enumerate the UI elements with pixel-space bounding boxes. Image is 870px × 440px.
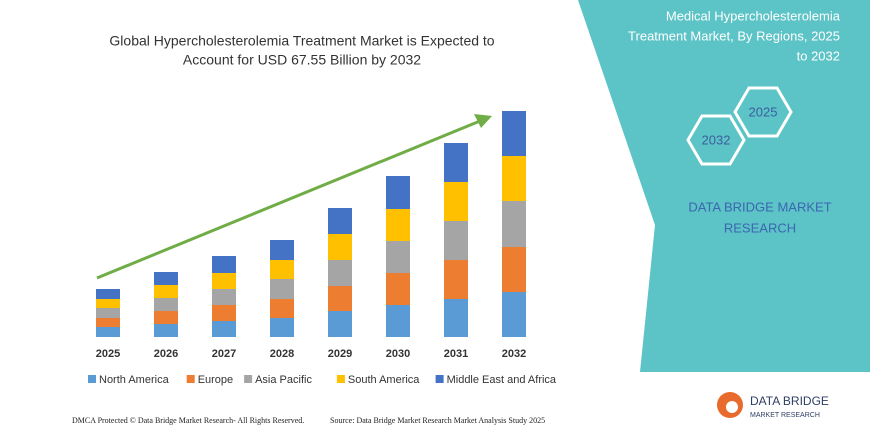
- bar-segment: [212, 321, 236, 337]
- panel-title: Medical Hypercholesterolemia: [666, 8, 841, 23]
- bar-segment: [96, 327, 120, 337]
- chart-title: Account for USD 67.55 Billion by 2032: [183, 52, 421, 68]
- bar-segment: [328, 208, 352, 234]
- bar-segment: [270, 260, 294, 279]
- brand: DATA BRIDGE MARKET: [688, 199, 831, 214]
- footer-left: DMCA Protected © Data Bridge Market Rese…: [72, 416, 304, 425]
- bar-segment: [502, 111, 526, 156]
- panel-bg: [578, 0, 870, 372]
- x-tick-label: 2028: [270, 348, 294, 360]
- brand: RESEARCH: [724, 220, 796, 235]
- arrow-head: [474, 114, 492, 128]
- panel-title: to 2032: [797, 48, 840, 63]
- legend-label: Asia Pacific: [255, 374, 312, 386]
- legend-label: Middle East and Africa: [447, 374, 557, 386]
- bar-segment: [96, 318, 120, 327]
- bar-segment: [154, 298, 178, 311]
- logo-icon: [726, 401, 738, 413]
- bar-segment: [502, 292, 526, 337]
- hex-label: 2032: [702, 132, 731, 147]
- legend-swatch: [244, 375, 253, 383]
- x-tick-label: 2026: [154, 348, 178, 360]
- legend-swatch: [336, 375, 345, 383]
- bar-segment: [328, 286, 352, 311]
- x-tick-label: 2027: [212, 348, 236, 360]
- logo-tagline: MARKET RESEARCH: [750, 412, 820, 419]
- legend-label: South America: [348, 374, 420, 386]
- bar-segment: [502, 156, 526, 201]
- bar-segment: [212, 305, 236, 321]
- x-tick-label: 2025: [96, 348, 120, 360]
- bar-segment: [386, 209, 410, 241]
- bar-segment: [444, 143, 468, 182]
- bar-segment: [96, 289, 120, 299]
- bar-segment: [386, 273, 410, 305]
- logo-name: DATA BRIDGE: [750, 394, 829, 408]
- bar-segment: [270, 299, 294, 318]
- bar-segment: [154, 311, 178, 324]
- footer-right: Source: Data Bridge Market Research Mark…: [330, 416, 545, 425]
- bar-segment: [444, 260, 468, 299]
- hexagon: [686, 114, 746, 166]
- legend-swatch: [186, 375, 195, 383]
- bar-segment: [270, 318, 294, 337]
- bar-segment: [212, 256, 236, 273]
- bar-segment: [444, 182, 468, 221]
- x-tick-label: 2031: [444, 348, 468, 360]
- bar-segment: [386, 241, 410, 273]
- bar-segment: [212, 273, 236, 289]
- bar-segment: [328, 311, 352, 337]
- bar-segment: [154, 272, 178, 285]
- legend-swatch: [435, 375, 444, 383]
- bar-segment: [328, 234, 352, 260]
- hex-label: 2025: [749, 104, 778, 119]
- legend-swatch: [88, 375, 96, 383]
- bar-segment: [270, 240, 294, 260]
- chart: 2025 2026 2027 2028 2029 2030 2031 2032 North Am…: [88, 111, 557, 386]
- panel-title: Treatment Market, By Regions, 2025: [628, 28, 840, 43]
- bar-segment: [154, 285, 178, 298]
- bar-segment: [212, 289, 236, 305]
- bar-segment: [502, 201, 526, 247]
- bar-segment: [444, 299, 468, 337]
- x-tick-label: 2032: [502, 348, 526, 360]
- x-tick-label: 2030: [386, 348, 410, 360]
- bar-segment: [386, 305, 410, 337]
- legend-label: Europe: [198, 374, 233, 386]
- bar-segment: [270, 279, 294, 299]
- hexagon: [733, 86, 793, 138]
- bar-segment: [502, 247, 526, 292]
- trend-arrow: [96, 119, 481, 280]
- bar-segment: [96, 299, 120, 308]
- chart-title: Global Hypercholesterolemia Treatment Ma…: [109, 33, 494, 49]
- x-tick-label: 2029: [328, 348, 352, 360]
- bar-segment: [96, 308, 120, 318]
- bar-segment: [328, 260, 352, 286]
- bar-segment: [386, 176, 410, 209]
- bar-segment: [444, 221, 468, 260]
- bar-segment: [154, 324, 178, 337]
- legend-label: North America: [99, 374, 170, 386]
